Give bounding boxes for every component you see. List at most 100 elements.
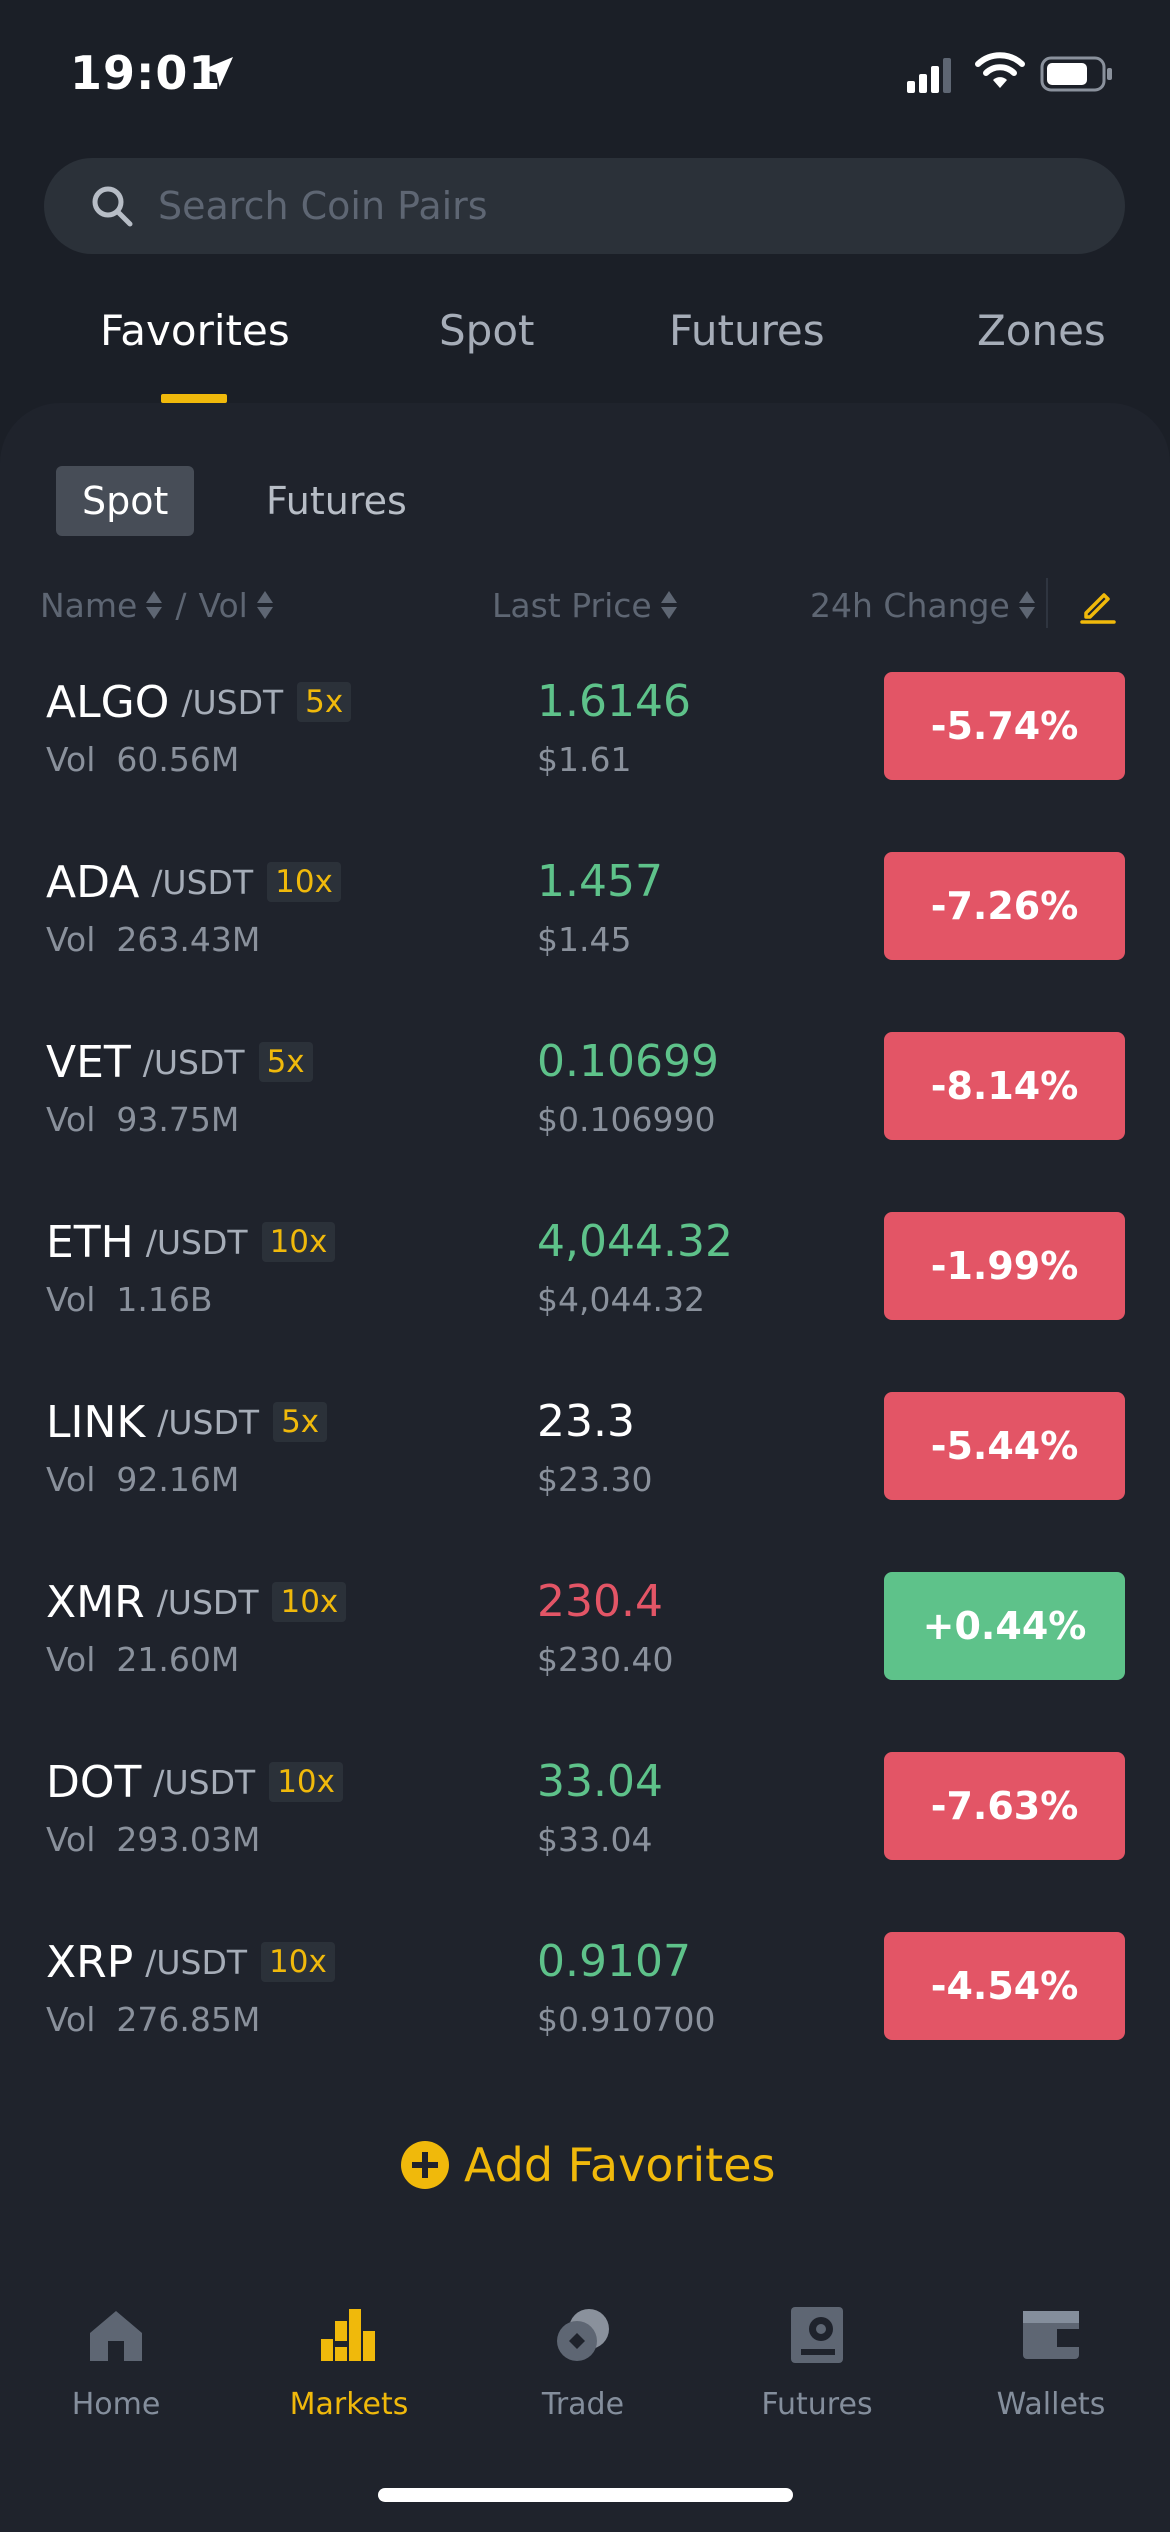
market-tabs: Favorites Spot Futures Zones: [0, 290, 1170, 403]
table-row[interactable]: VET/USDT 5x Vol 93.75M 0.10699 $0.106990 …: [0, 1032, 1170, 1212]
pair-symbol: XRP/USDT 10x: [46, 1932, 335, 1992]
nav-trade[interactable]: Trade: [493, 2303, 673, 2422]
column-last-price-label: Last Price: [492, 585, 652, 625]
vol-value: 93.75M: [116, 1100, 240, 1139]
base-asset: ADA: [46, 856, 140, 908]
fiat-price: $230.40: [537, 1640, 674, 1679]
tab-favorites[interactable]: Favorites: [100, 306, 290, 355]
column-change-label: 24h Change: [810, 585, 1010, 625]
last-price: 23.3: [537, 1396, 635, 1447]
change-badge[interactable]: +0.44%: [884, 1572, 1125, 1680]
last-price: 4,044.32: [537, 1216, 733, 1267]
volume: Vol 1.16B: [46, 1280, 212, 1319]
vol-value: 21.60M: [116, 1640, 240, 1679]
table-row[interactable]: ADA/USDT 10x Vol 263.43M 1.457 $1.45 -7.2…: [0, 852, 1170, 1032]
table-row[interactable]: ETH/USDT 10x Vol 1.16B 4,044.32 $4,044.32…: [0, 1212, 1170, 1392]
nav-label: Markets: [289, 2387, 409, 2422]
leverage-badge: 10x: [261, 1222, 336, 1262]
add-favorites-button[interactable]: Add Favorites: [400, 2135, 775, 2195]
cellular-signal-icon: [907, 58, 951, 93]
change-badge[interactable]: -5.74%: [884, 672, 1125, 780]
vol-value: 276.85M: [116, 2000, 261, 2039]
base-asset: XMR: [46, 1576, 145, 1628]
add-favorites-label: Add Favorites: [464, 2138, 776, 2192]
search-bar[interactable]: Search Coin Pairs: [44, 158, 1125, 254]
leverage-badge: 10x: [269, 1762, 343, 1802]
sort-icon: [1018, 588, 1036, 622]
search-icon: [92, 186, 133, 227]
vol-value: 263.43M: [116, 920, 261, 959]
subtab-spot[interactable]: Spot: [56, 466, 195, 536]
volume: Vol 263.43M: [46, 920, 260, 959]
table-row[interactable]: XMR/USDT 10x Vol 21.60M 230.4 $230.40 +0.…: [0, 1572, 1170, 1752]
pair-symbol: VET/USDT 5x: [46, 1032, 313, 1092]
sort-icon: [256, 588, 274, 622]
nav-markets[interactable]: Markets: [259, 2303, 439, 2422]
table-row[interactable]: ALGO/USDT 5x Vol 60.56M 1.6146 $1.61 -5.7…: [0, 672, 1170, 852]
pair-symbol: ALGO/USDT 5x: [46, 672, 352, 732]
table-row[interactable]: XRP/USDT 10x Vol 276.85M 0.9107 $0.910700…: [0, 1932, 1170, 2112]
leverage-badge: 10x: [272, 1582, 347, 1622]
subtab-futures[interactable]: Futures: [266, 479, 407, 523]
last-price: 33.04: [537, 1756, 663, 1807]
wifi-icon: [975, 52, 1025, 88]
volume: Vol 93.75M: [46, 1100, 239, 1139]
nav-wallets[interactable]: Wallets: [961, 2303, 1141, 2422]
vol-value: 1.16B: [116, 1280, 213, 1319]
quote-asset: /USDT: [181, 682, 284, 722]
table-row[interactable]: LINK/USDT 5x Vol 92.16M 23.3 $23.30 -5.44…: [0, 1392, 1170, 1572]
quote-asset: /USDT: [157, 1402, 260, 1442]
vol-value: 92.16M: [116, 1460, 240, 1499]
change-badge[interactable]: -7.26%: [884, 852, 1125, 960]
fiat-price: $1.45: [537, 920, 632, 959]
table-row[interactable]: DOT/USDT 10x Vol 293.03M 33.04 $33.04 -7.…: [0, 1752, 1170, 1932]
last-price: 230.4: [537, 1576, 663, 1627]
fiat-price: $23.30: [537, 1460, 653, 1499]
futures-icon: [791, 2307, 843, 2363]
pair-symbol: XMR/USDT 10x: [46, 1572, 347, 1632]
base-asset: VET: [46, 1036, 131, 1088]
column-name-label: Name: [40, 585, 138, 625]
leverage-badge: 10x: [267, 862, 341, 902]
vol-label: Vol: [46, 1280, 96, 1319]
vol-label: Vol: [46, 2000, 96, 2039]
base-asset: ETH: [46, 1216, 134, 1268]
change-badge[interactable]: -8.14%: [884, 1032, 1125, 1140]
quote-asset: /USDT: [156, 1582, 259, 1622]
column-header-24h-change[interactable]: 24h Change: [810, 580, 1036, 630]
column-divider: [1046, 578, 1048, 628]
column-header-last-price[interactable]: Last Price: [492, 580, 678, 630]
active-tab-indicator: [161, 394, 227, 403]
search-placeholder: Search Coin Pairs: [158, 184, 488, 228]
vol-label: Vol: [46, 1820, 96, 1859]
volume: Vol 92.16M: [46, 1460, 239, 1499]
column-separator: /: [175, 585, 187, 625]
quote-asset: /USDT: [151, 862, 254, 902]
base-asset: ALGO: [46, 676, 170, 728]
nav-futures[interactable]: Futures: [727, 2303, 907, 2422]
vol-value: 293.03M: [116, 1820, 261, 1859]
volume: Vol 276.85M: [46, 2000, 260, 2039]
change-badge[interactable]: -7.63%: [884, 1752, 1125, 1860]
markets-icon: [321, 2309, 375, 2361]
fiat-price: $0.910700: [537, 2000, 716, 2039]
nav-label: Futures: [761, 2387, 873, 2422]
battery-icon: [1040, 56, 1112, 92]
edit-icon[interactable]: [1078, 585, 1118, 625]
fiat-price: $33.04: [537, 1820, 653, 1859]
volume: Vol 21.60M: [46, 1640, 239, 1679]
tab-zones[interactable]: Zones: [977, 306, 1106, 355]
vol-label: Vol: [46, 740, 96, 779]
change-badge[interactable]: -5.44%: [884, 1392, 1125, 1500]
vol-label: Vol: [46, 1640, 96, 1679]
tab-futures[interactable]: Futures: [669, 306, 825, 355]
vol-label: Vol: [46, 1100, 96, 1139]
fiat-price: $4,044.32: [537, 1280, 705, 1319]
fiat-price: $1.61: [537, 740, 632, 779]
nav-home[interactable]: Home: [26, 2303, 206, 2422]
change-badge[interactable]: -4.54%: [884, 1932, 1125, 2040]
location-arrow-icon: [203, 57, 233, 87]
column-header-name-vol[interactable]: Name / Vol: [40, 580, 274, 630]
tab-spot[interactable]: Spot: [439, 306, 535, 355]
change-badge[interactable]: -1.99%: [884, 1212, 1125, 1320]
